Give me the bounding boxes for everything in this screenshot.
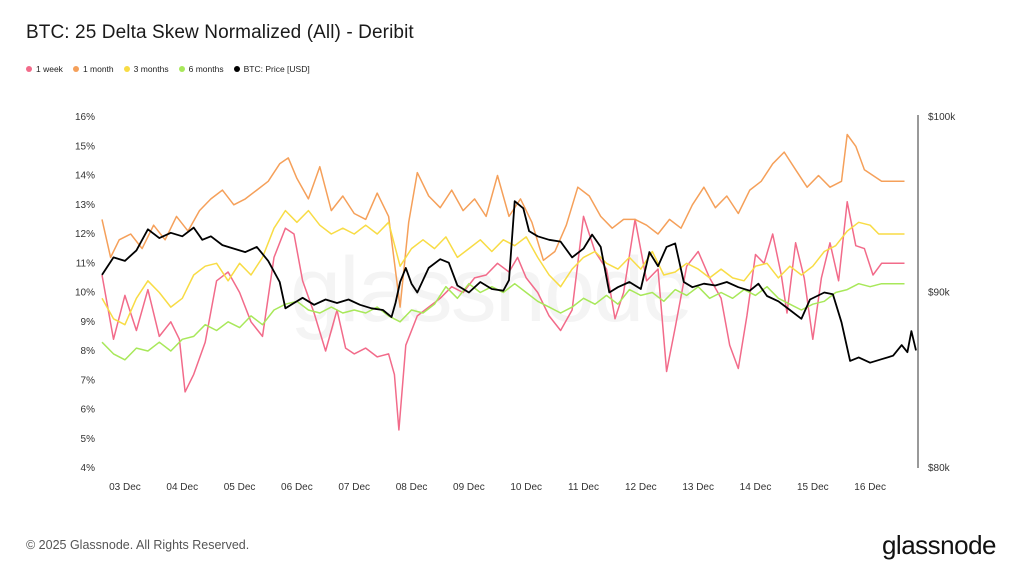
y-left-tick-label: 14% (75, 171, 95, 182)
x-tick-label: 06 Dec (281, 482, 313, 493)
y-left-tick-label: 10% (75, 288, 95, 299)
x-tick-label: 04 Dec (166, 482, 198, 493)
y-right-tick-label: $80k (928, 463, 951, 474)
legend-label: 6 months (188, 64, 224, 74)
legend-dot (178, 66, 185, 72)
y-left-tick-label: 6% (81, 405, 96, 416)
x-tick-label: 13 Dec (682, 482, 714, 493)
legend-label: BTC: Price [USD] (243, 64, 310, 74)
x-tick-label: 11 Dec (568, 482, 599, 493)
legend-dot (123, 66, 130, 72)
y-right-tick-label: $90k (928, 288, 951, 299)
x-tick-label: 10 Dec (510, 482, 542, 493)
legend-dot (233, 66, 240, 72)
brand-logo: glassnode (881, 530, 997, 560)
legend-item-6-months[interactable]: 6 months (178, 64, 224, 74)
x-tick-label: 05 Dec (224, 482, 256, 493)
chart-legend: 1 week 1 month 3 months 6 months BTC: Pr… (26, 64, 310, 74)
legend-item-1-week[interactable]: 1 week (26, 64, 63, 74)
legend-label: 3 months (133, 64, 169, 74)
watermark: glassnode (290, 238, 693, 343)
series-line-6-months (101, 282, 905, 361)
x-tick-label: 14 Dec (740, 482, 772, 493)
x-tick-label: 15 Dec (797, 482, 829, 493)
y-left-tick-label: 13% (75, 200, 95, 211)
chart-title: BTC: 25 Delta Skew Normalized (All) - De… (26, 22, 414, 43)
series-line-3-months (101, 209, 905, 326)
x-tick-label: 09 Dec (453, 482, 485, 493)
y-left-tick-label: 16% (75, 112, 95, 123)
series-line-1-week (101, 201, 905, 431)
x-tick-label: 07 Dec (338, 482, 370, 493)
copyright-text: © 2025 Glassnode. All Rights Reserved. (26, 538, 250, 552)
y-left-tick-label: 15% (75, 141, 95, 152)
y-left-tick-label: 12% (75, 229, 95, 240)
y-left-tick-label: 9% (81, 317, 96, 328)
y-left-tick-label: 5% (81, 434, 96, 445)
legend-dot (72, 66, 79, 72)
y-left-tick-label: 11% (76, 258, 95, 269)
legend-item-btc-price[interactable]: BTC: Price [USD] (233, 64, 310, 74)
x-tick-label: 16 Dec (854, 482, 886, 493)
y-left-tick-label: 8% (81, 346, 96, 357)
legend-item-1-month[interactable]: 1 month (72, 64, 114, 74)
y-right-tick-label: $100k (928, 112, 956, 123)
x-tick-label: 12 Dec (625, 482, 657, 493)
series-line-btc-price-usd (101, 200, 917, 364)
legend-label: 1 week (36, 64, 63, 74)
y-left-tick-label: 7% (81, 375, 96, 386)
x-tick-label: 08 Dec (396, 482, 428, 493)
x-tick-label: 03 Dec (109, 482, 141, 493)
legend-dot (26, 66, 32, 72)
legend-item-3-months[interactable]: 3 months (123, 64, 169, 74)
legend-label: 1 month (82, 64, 114, 74)
series-line-1-month (101, 133, 905, 308)
y-left-tick-label: 4% (81, 463, 96, 474)
